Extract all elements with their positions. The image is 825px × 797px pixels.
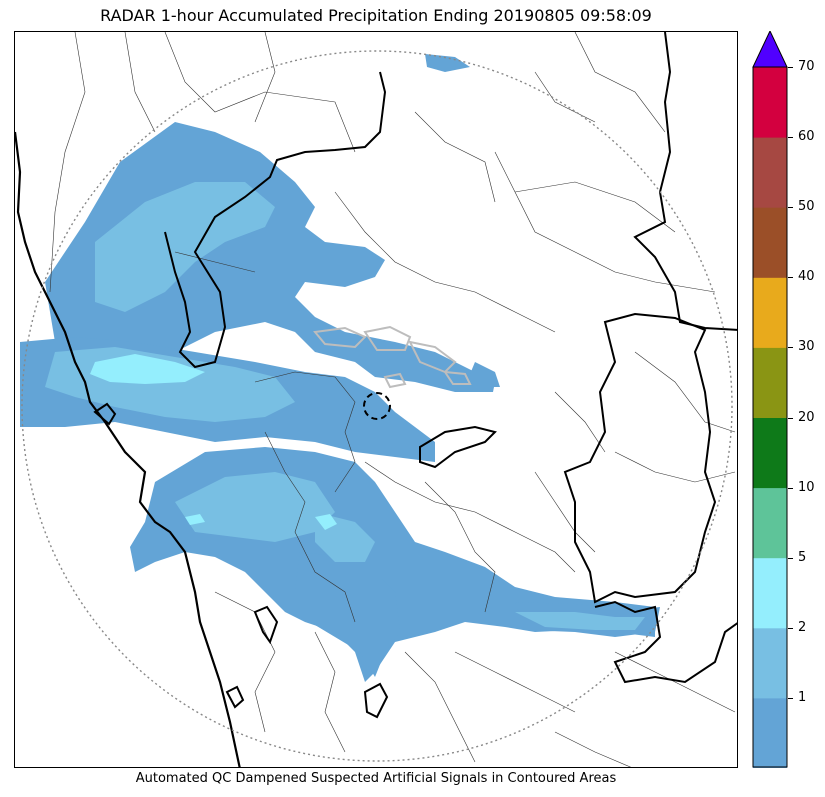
state-boundary-south-islet: [253, 605, 279, 645]
district-boundary-11: [424, 481, 496, 613]
precip-band-south-tail: [295, 552, 400, 677]
district-boundary-7: [514, 181, 676, 233]
district-boundary-21: [124, 32, 156, 133]
state-boundary-west-islet: [93, 402, 117, 426]
district-boundaries: [49, 32, 736, 767]
district-boundary-15: [404, 651, 476, 763]
state-boundary-south-islet-2: [363, 682, 389, 719]
colorbar-tick-label: 60: [798, 129, 815, 145]
precip-1-2-east: [515, 612, 645, 630]
colorbar-tick-mark: [788, 487, 793, 489]
colorbar-band: [753, 207, 787, 278]
district-boundary-1: [49, 32, 86, 293]
district-boundary-19: [554, 391, 606, 453]
colorbar-tick-label: 50: [798, 199, 815, 215]
district-boundary-17: [614, 451, 736, 483]
radar-range-ring: [21, 50, 733, 762]
state-boundary-south-east: [594, 600, 737, 684]
colorbar-tick-label: 70: [798, 59, 815, 74]
district-boundary-2: [164, 32, 356, 153]
radar-map: [14, 31, 738, 768]
precip-2-5-south: [185, 514, 205, 525]
district-boundary-6: [414, 111, 496, 203]
qc-contours: [313, 325, 472, 389]
qc-contour-a: [313, 326, 367, 349]
colorbar-tick-label: 2: [798, 619, 807, 635]
state-boundary-enclave: [563, 312, 717, 604]
colorbar-tick-label: 1: [798, 689, 807, 705]
qc-contour-d: [442, 370, 472, 385]
district-boundary-5: [494, 151, 716, 293]
colorbar-band: [753, 277, 787, 348]
coastline: [15, 131, 241, 767]
colorbar-tick-label: 10: [798, 479, 815, 495]
precip-cell-east: [470, 362, 500, 387]
precip-band-north: [45, 122, 495, 392]
qc-contour-c: [408, 340, 457, 374]
colorbar-band: [753, 487, 787, 559]
state-boundary-central: [419, 425, 497, 469]
district-boundary-14: [314, 631, 346, 753]
colorbar-border: [752, 66, 788, 768]
colorbar-tick-label: 40: [798, 269, 815, 285]
district-boundary-24: [614, 651, 736, 713]
colorbar-tick-label: 30: [798, 339, 815, 355]
colorbar-tick-mark: [788, 627, 793, 629]
district-boundary-13: [214, 591, 276, 733]
colorbar-tick-mark: [788, 277, 793, 279]
radar-map-canvas: [15, 32, 737, 767]
state-boundary-sw-islet: [225, 685, 245, 709]
precip-1-2-north: [95, 182, 275, 312]
colorbar-tick-mark: [788, 347, 793, 349]
colorbar-tick-mark: [788, 67, 793, 68]
precipitation-colorbar: [752, 31, 788, 768]
district-boundary-8: [254, 371, 356, 493]
state-boundary-east: [633, 32, 737, 331]
precip-2-5-west: [90, 354, 205, 384]
district-boundary-25: [554, 731, 632, 767]
precip-1-2-central: [175, 472, 335, 542]
precip-cell-north: [425, 54, 470, 72]
precipitation-field-2-5: [90, 354, 337, 530]
colorbar-band: [753, 67, 787, 138]
colorbar-band: [753, 417, 787, 489]
map-caption: Automated QC Dampened Suspected Artifici…: [135, 771, 617, 786]
state-boundary-north: [164, 71, 387, 369]
district-boundary-12: [534, 471, 596, 553]
colorbar-tick-mark: [788, 137, 793, 139]
qc-contour-e: [383, 372, 407, 389]
district-boundary-16: [454, 651, 576, 713]
colorbar-tick-mark: [788, 417, 793, 419]
district-boundary-22: [574, 32, 666, 133]
district-boundary-4: [334, 191, 556, 333]
map-title: RADAR 1-hour Accumulated Precipitation E…: [100, 6, 652, 25]
colorbar-tick-label: 5: [798, 549, 807, 565]
colorbar-tick-mark: [788, 697, 793, 699]
colorbar-band: [753, 347, 787, 418]
district-boundary-10: [364, 461, 576, 573]
colorbar-tick-mark: [788, 207, 793, 209]
qc-contour-b: [363, 325, 412, 351]
colorbar-band: [753, 557, 787, 629]
district-boundary-9: [264, 431, 356, 623]
colorbar-band: [753, 137, 787, 208]
radar-site-marker: [363, 392, 391, 420]
state-boundaries: [93, 32, 737, 719]
colorbar-band: [753, 697, 787, 768]
colorbar-tick-mark: [788, 557, 793, 559]
colorbar-band: [753, 627, 787, 699]
precip-2-5-cell: [315, 514, 337, 530]
district-boundary-3: [254, 32, 276, 123]
district-boundary-20: [174, 251, 256, 273]
colorbar-tick-label: 20: [798, 409, 815, 425]
colorbar-extend-triangle: [752, 31, 788, 68]
district-boundary-18: [634, 351, 736, 433]
district-boundary-23: [534, 71, 596, 123]
